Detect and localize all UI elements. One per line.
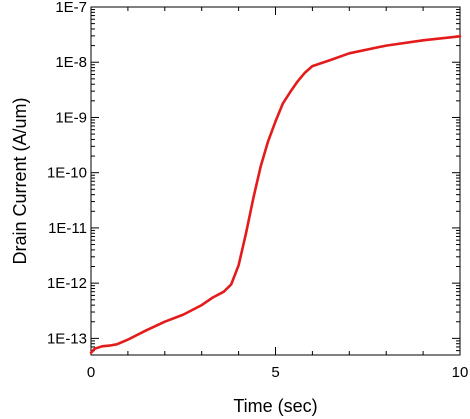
x-axis-label: Time (sec) [233, 396, 317, 416]
y-tick-label: 1E-7 [55, 0, 87, 16]
y-tick-label: 1E-10 [47, 165, 87, 182]
series-line [89, 34, 462, 355]
x-tick-label: 5 [271, 364, 279, 381]
y-tick-label: 1E-8 [55, 54, 87, 71]
y-tick-label: 1E-13 [47, 330, 87, 347]
y-tick-label: 1E-9 [55, 109, 87, 126]
x-axis: 0 5 10 [87, 7, 469, 381]
plot-border [90, 6, 461, 356]
y-axis-label: Drain Current (A/um) [10, 97, 30, 264]
series-group [89, 34, 462, 355]
plot-area [90, 6, 461, 356]
y-axis: 1E-13 1E-12 1E-11 1E-10 1E-9 1E-8 1E-7 [47, 0, 460, 356]
x-tick-label: 10 [452, 364, 469, 381]
x-tick-label: 0 [87, 364, 95, 381]
y-tick-label: 1E-11 [48, 220, 87, 237]
y-tick-label: 1E-12 [47, 275, 87, 292]
